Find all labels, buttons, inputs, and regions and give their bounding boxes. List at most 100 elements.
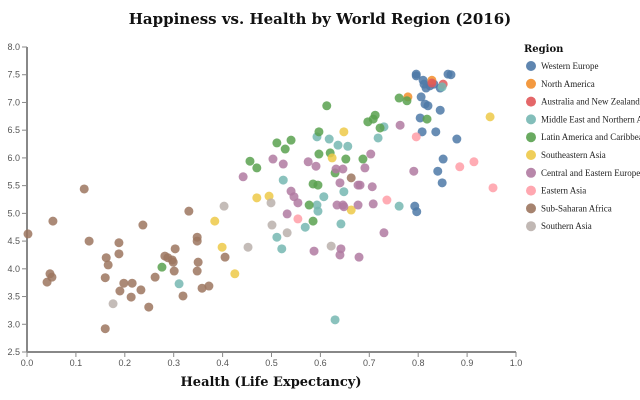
data-point (330, 315, 340, 325)
data-point (309, 246, 319, 256)
legend-swatch (526, 96, 536, 107)
data-point (339, 187, 349, 197)
legend-item: Sub-Saharan Africa (541, 203, 612, 213)
chart-title: Happiness vs. Health by World Region (20… (129, 10, 512, 28)
data-point (150, 272, 160, 282)
data-point (326, 241, 336, 251)
data-point (245, 156, 255, 166)
data-point (485, 112, 495, 122)
x-tick-label: 0.5 (265, 358, 278, 368)
legend-swatch (526, 114, 536, 125)
data-point (313, 180, 323, 190)
y-tick-label: 6.5 (7, 125, 20, 135)
legend: Region Western Europe North America Austra… (524, 44, 640, 232)
legend-item: Australia and New Zealand (541, 97, 640, 107)
data-point (282, 228, 292, 238)
data-point (339, 127, 349, 137)
data-point (368, 199, 378, 209)
data-point (192, 266, 202, 276)
legend-item: Southeastern Asia (541, 150, 606, 160)
data-point (437, 82, 447, 92)
data-point (437, 178, 447, 188)
y-tick-label: 5.0 (7, 208, 20, 218)
data-point (47, 272, 57, 282)
y-tick-label: 7.0 (7, 97, 20, 107)
data-point (335, 178, 345, 188)
data-point (101, 253, 111, 263)
data-point (48, 216, 58, 226)
data-point (100, 324, 110, 334)
legend-item: Western Europe (541, 61, 599, 71)
data-point (114, 249, 124, 259)
data-point (174, 279, 184, 289)
data-point (115, 286, 125, 296)
data-point (184, 206, 194, 216)
data-point (412, 207, 422, 217)
data-point (197, 283, 207, 293)
data-point (108, 299, 118, 309)
data-point (421, 83, 431, 93)
data-point (266, 198, 276, 208)
data-point (319, 192, 329, 202)
data-point (280, 144, 290, 154)
data-point (314, 127, 324, 137)
data-point (136, 285, 146, 295)
data-point (119, 278, 129, 288)
data-point (431, 127, 441, 137)
data-point (311, 161, 321, 171)
data-point (346, 173, 356, 183)
data-point (313, 206, 323, 216)
data-point (178, 291, 188, 301)
data-point (402, 96, 412, 106)
data-point (469, 157, 479, 167)
data-point (127, 278, 137, 288)
legend-swatch (526, 132, 536, 143)
data-point (427, 78, 437, 88)
x-tick-label: 0.6 (314, 358, 327, 368)
data-point (243, 242, 253, 252)
legend-item: Southern Asia (541, 221, 592, 231)
data-point (204, 281, 214, 291)
x-tick-label: 0.2 (119, 358, 132, 368)
data-point (417, 127, 427, 137)
data-point (84, 236, 94, 246)
data-point (346, 205, 356, 215)
data-point (331, 164, 341, 174)
data-point (322, 101, 332, 111)
data-point (358, 154, 368, 164)
data-point (267, 220, 277, 230)
legend-swatch (526, 167, 536, 178)
data-point (217, 242, 227, 252)
data-point (169, 266, 179, 276)
data-point (363, 117, 373, 127)
data-point (268, 154, 278, 164)
y-tick-label: 8.0 (7, 42, 20, 52)
x-tick-label: 0.0 (21, 358, 34, 368)
data-point (277, 244, 287, 254)
data-point (219, 201, 229, 211)
data-point (286, 135, 296, 145)
data-point (278, 175, 288, 185)
data-point (415, 113, 425, 123)
legend-swatch (526, 78, 536, 89)
data-point (423, 101, 433, 111)
data-point (300, 222, 310, 232)
legend-item: Central and Eastern Europe (541, 168, 640, 178)
data-point (293, 198, 303, 208)
data-point (341, 154, 351, 164)
data-point (438, 154, 448, 164)
x-tick-label: 0.1 (70, 358, 83, 368)
data-point (303, 157, 313, 167)
data-point (272, 232, 282, 242)
data-point (144, 302, 154, 312)
data-point (382, 195, 392, 205)
data-point (304, 200, 314, 210)
data-point (354, 252, 364, 262)
y-axis: 2.5 3.0 3.5 4.0 4.5 5.0 5.5 6.0 6.5 7.0 7.5 8.0 (7, 42, 28, 357)
data-point (455, 162, 465, 172)
data-point (411, 71, 421, 81)
data-point (335, 250, 345, 260)
data-point (353, 200, 363, 210)
data-point (238, 172, 248, 182)
data-point (100, 273, 110, 283)
